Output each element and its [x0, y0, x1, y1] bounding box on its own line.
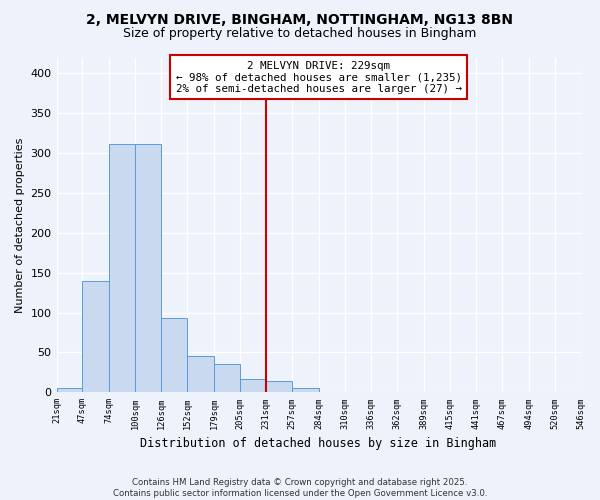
Bar: [109, 144, 136, 392]
Bar: [56, 388, 82, 392]
Bar: [82, 280, 109, 392]
Text: 2, MELVYN DRIVE, BINGHAM, NOTTINGHAM, NG13 8BN: 2, MELVYN DRIVE, BINGHAM, NOTTINGHAM, NG…: [86, 12, 514, 26]
Bar: [240, 379, 266, 392]
Text: Size of property relative to detached houses in Bingham: Size of property relative to detached ho…: [124, 28, 476, 40]
X-axis label: Distribution of detached houses by size in Bingham: Distribution of detached houses by size …: [140, 437, 497, 450]
Y-axis label: Number of detached properties: Number of detached properties: [15, 137, 25, 312]
Text: 2 MELVYN DRIVE: 229sqm
← 98% of detached houses are smaller (1,235)
2% of semi-d: 2 MELVYN DRIVE: 229sqm ← 98% of detached…: [176, 61, 461, 94]
Bar: [161, 318, 187, 392]
Bar: [292, 388, 319, 392]
Text: Contains HM Land Registry data © Crown copyright and database right 2025.
Contai: Contains HM Land Registry data © Crown c…: [113, 478, 487, 498]
Bar: [136, 144, 161, 392]
Bar: [214, 364, 240, 392]
Bar: [187, 356, 214, 393]
Bar: [266, 381, 292, 392]
